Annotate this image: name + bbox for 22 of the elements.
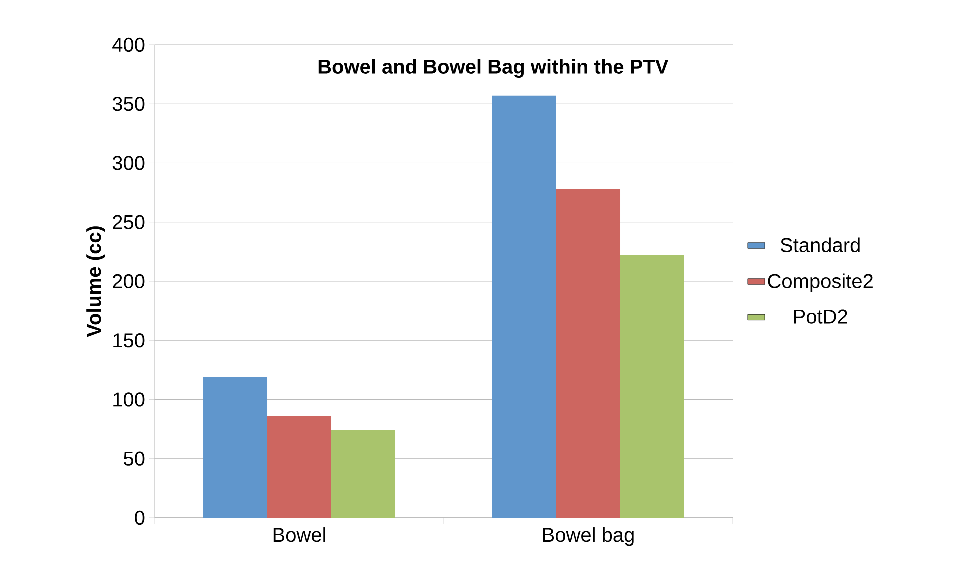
- legend-label: Composite2: [768, 274, 873, 292]
- bar: [332, 430, 396, 518]
- y-tick-label: 150: [114, 334, 145, 348]
- bar: [620, 255, 684, 518]
- y-tick-label: 250: [113, 215, 145, 230]
- legend-label: Standard: [780, 238, 860, 252]
- bar: [204, 377, 268, 518]
- legend-label: PotD2: [794, 310, 848, 324]
- y-tick-label: 0: [135, 510, 145, 526]
- text: Bowel and Bowel Bag within the PTV: [318, 59, 669, 78]
- x-tick-label: Bowel bag: [543, 528, 634, 546]
- y-tick-label: 50: [124, 452, 145, 466]
- y-tick-label: 350: [112, 97, 145, 112]
- bar: [492, 96, 557, 518]
- bar: [268, 416, 332, 518]
- bar: [556, 189, 621, 518]
- y-axis-title: Volume (cc): [86, 226, 106, 338]
- y-tick-label: 300: [112, 156, 145, 170]
- y-tick-label: 100: [114, 392, 145, 407]
- x-tick-label: Bowel: [274, 528, 326, 542]
- y-tick-label: 400: [112, 38, 145, 52]
- y-tick-label: 200: [113, 274, 145, 289]
